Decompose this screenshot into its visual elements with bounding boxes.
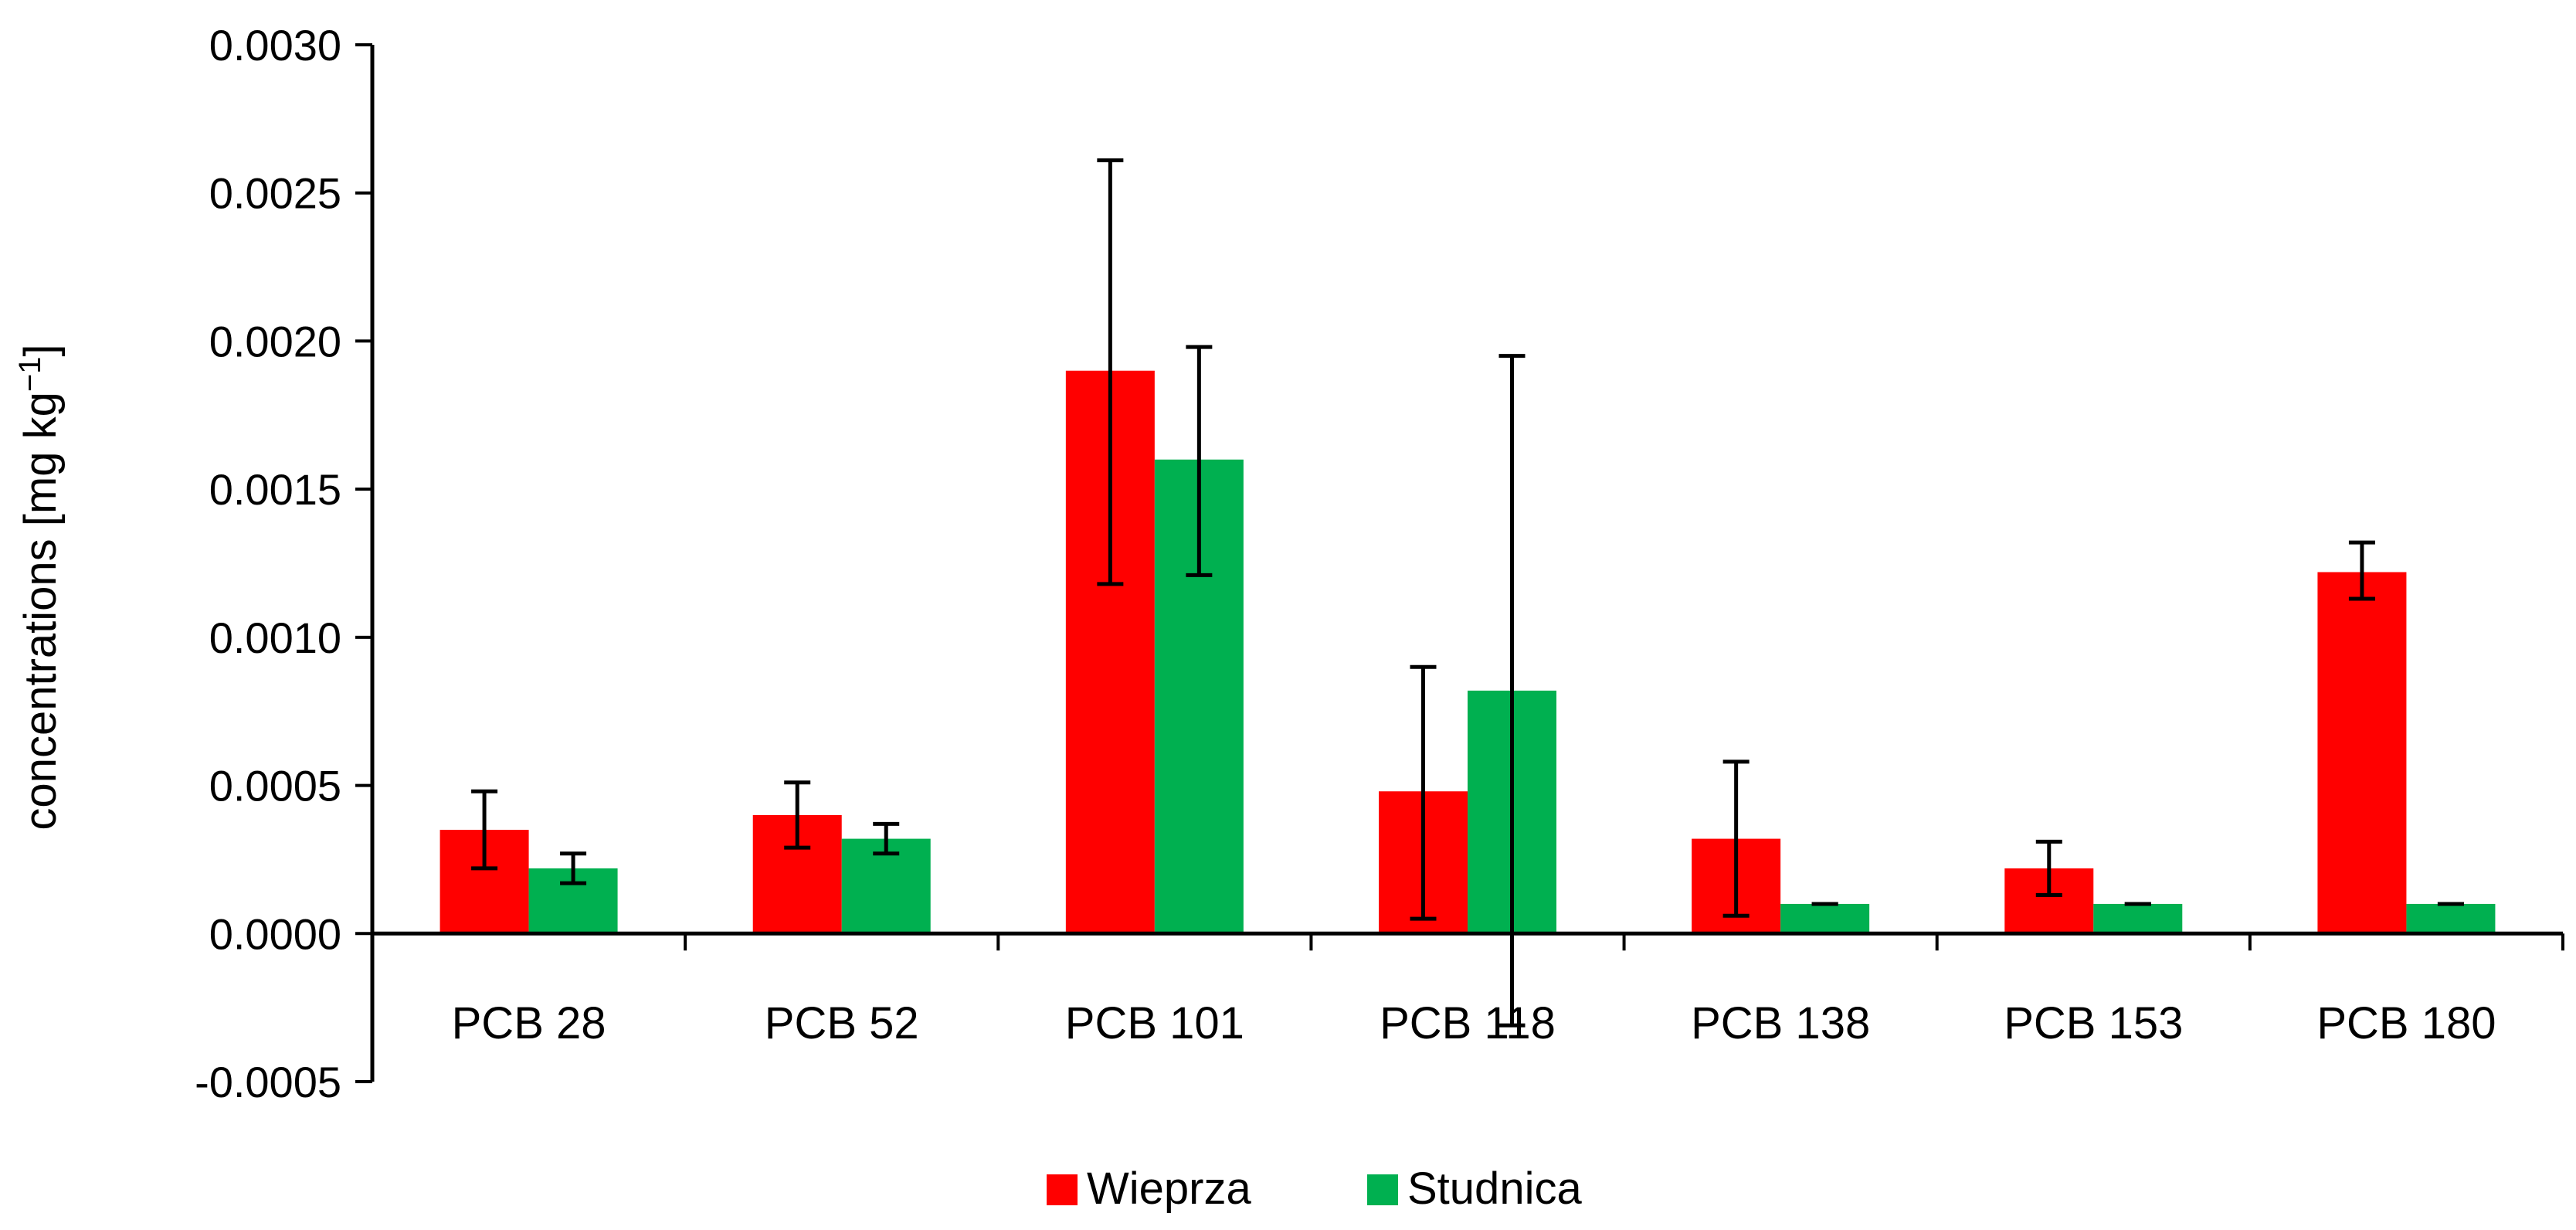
- y-tick-label-6: 0.0025: [209, 169, 341, 218]
- y-axis-title: concentrations [mg kg−1]: [13, 344, 66, 830]
- y-axis-title-group: concentrations [mg kg−1]: [13, 344, 66, 830]
- y-axis-title-main: concentrations [mg kg: [15, 392, 66, 830]
- plot-area: -0.0005 0.0000 0.0005 0.0010 0.0015 0.0020 0.0…: [195, 21, 2564, 1106]
- bar-studnica-5: [2093, 903, 2183, 934]
- x-category-label-6: PCB 180: [2316, 998, 2496, 1048]
- x-category-label-3: PCB 118: [1380, 998, 1556, 1048]
- bar-studnica-4: [1780, 903, 1870, 934]
- x-category-label-2: PCB 101: [1065, 998, 1244, 1048]
- legend-swatch-studnica: [1367, 1174, 1398, 1205]
- legend-label-wieprza: Wieprza: [1087, 1164, 1251, 1214]
- y-tick-label-0: -0.0005: [195, 1058, 341, 1106]
- y-tick-label-2: 0.0005: [209, 762, 341, 810]
- y-tick-label-3: 0.0010: [209, 613, 341, 662]
- bar-wieprza-6: [2317, 572, 2407, 934]
- y-tick-label-5: 0.0020: [209, 317, 341, 365]
- x-category-label-5: PCB 153: [2004, 998, 2183, 1048]
- x-category-label-4: PCB 138: [1691, 998, 1870, 1048]
- x-category-label-0: PCB 28: [452, 998, 606, 1048]
- legend-swatch-wieprza: [1047, 1174, 1078, 1205]
- legend: Wieprza Studnica: [1047, 1164, 1582, 1214]
- bar-studnica-6: [2406, 903, 2496, 934]
- x-category-label-1: PCB 52: [765, 998, 919, 1048]
- legend-label-studnica: Studnica: [1407, 1164, 1582, 1214]
- y-axis-title-end: ]: [15, 344, 66, 356]
- y-tick-label-4: 0.0015: [209, 465, 341, 514]
- y-tick-label-7: 0.0030: [209, 21, 341, 70]
- y-tick-label-1: 0.0000: [209, 909, 341, 958]
- y-axis-title-superscript: −1: [13, 357, 47, 392]
